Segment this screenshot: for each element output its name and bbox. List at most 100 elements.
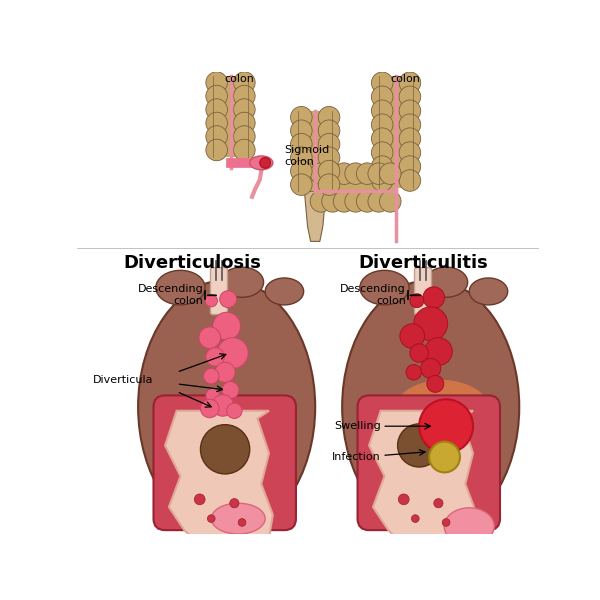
Ellipse shape (425, 267, 467, 298)
Circle shape (290, 133, 312, 155)
Ellipse shape (220, 267, 263, 298)
Circle shape (206, 72, 227, 94)
Text: Descending
colon: Descending colon (340, 284, 406, 306)
Circle shape (199, 327, 220, 349)
Circle shape (368, 163, 389, 184)
FancyBboxPatch shape (211, 268, 227, 314)
Circle shape (233, 85, 255, 107)
Circle shape (419, 399, 473, 453)
Circle shape (206, 85, 227, 107)
Circle shape (206, 99, 227, 121)
Circle shape (371, 114, 393, 136)
FancyBboxPatch shape (358, 395, 500, 530)
Circle shape (371, 72, 393, 94)
Circle shape (414, 307, 448, 341)
Circle shape (427, 376, 444, 392)
Circle shape (318, 160, 340, 182)
Circle shape (371, 142, 393, 163)
FancyBboxPatch shape (315, 173, 396, 202)
Circle shape (227, 403, 242, 419)
Circle shape (410, 344, 428, 362)
Circle shape (399, 72, 421, 94)
Circle shape (194, 494, 205, 505)
Circle shape (318, 133, 340, 155)
Circle shape (208, 515, 215, 523)
Circle shape (398, 494, 409, 505)
Circle shape (290, 106, 312, 128)
Text: colon: colon (391, 74, 420, 83)
FancyBboxPatch shape (415, 268, 431, 314)
Text: Diverticulosis: Diverticulosis (123, 254, 261, 272)
Circle shape (345, 163, 367, 184)
Circle shape (371, 170, 393, 191)
Circle shape (290, 160, 312, 182)
Circle shape (371, 86, 393, 107)
Circle shape (371, 100, 393, 122)
Circle shape (238, 518, 246, 526)
Circle shape (213, 312, 241, 340)
Circle shape (215, 362, 235, 382)
Circle shape (423, 287, 445, 308)
Polygon shape (304, 191, 326, 241)
Text: Swelling: Swelling (334, 421, 380, 431)
Text: colon: colon (225, 74, 254, 83)
Circle shape (233, 112, 255, 134)
Circle shape (333, 191, 355, 212)
Circle shape (290, 147, 312, 169)
Text: Diverticula: Diverticula (93, 375, 154, 385)
Circle shape (410, 294, 424, 308)
Circle shape (399, 100, 421, 122)
Circle shape (310, 191, 332, 212)
Circle shape (200, 425, 250, 474)
Ellipse shape (250, 156, 273, 170)
Ellipse shape (211, 503, 265, 534)
Circle shape (318, 120, 340, 142)
Circle shape (322, 163, 343, 184)
FancyBboxPatch shape (382, 76, 410, 187)
Ellipse shape (265, 278, 304, 305)
Ellipse shape (342, 280, 519, 534)
Circle shape (429, 442, 460, 472)
Circle shape (230, 499, 239, 508)
Circle shape (206, 347, 224, 366)
FancyBboxPatch shape (154, 395, 296, 530)
Circle shape (421, 358, 441, 379)
Circle shape (233, 139, 255, 161)
Text: Sigmoid
colon: Sigmoid colon (284, 145, 329, 167)
Circle shape (318, 174, 340, 196)
Text: Infection: Infection (332, 452, 380, 462)
FancyBboxPatch shape (217, 76, 244, 157)
Ellipse shape (138, 280, 315, 534)
Circle shape (399, 128, 421, 149)
Circle shape (206, 112, 227, 134)
Polygon shape (369, 411, 477, 538)
Text: Diverticulitis: Diverticulitis (358, 254, 488, 272)
Circle shape (379, 191, 401, 212)
Circle shape (442, 518, 450, 526)
Circle shape (371, 128, 393, 149)
Ellipse shape (360, 271, 409, 305)
FancyBboxPatch shape (301, 110, 329, 191)
Circle shape (333, 163, 355, 184)
Circle shape (222, 382, 239, 398)
Circle shape (206, 388, 220, 403)
Circle shape (322, 191, 343, 212)
Circle shape (310, 163, 332, 184)
Circle shape (356, 191, 378, 212)
Ellipse shape (444, 508, 494, 545)
Circle shape (233, 126, 255, 147)
Circle shape (379, 163, 401, 184)
Polygon shape (165, 411, 273, 538)
Circle shape (434, 499, 443, 508)
Circle shape (205, 295, 217, 307)
Ellipse shape (469, 278, 508, 305)
Circle shape (290, 174, 312, 196)
Circle shape (399, 142, 421, 163)
Circle shape (399, 170, 421, 191)
Circle shape (318, 106, 340, 128)
Circle shape (399, 156, 421, 178)
Circle shape (203, 368, 219, 384)
Circle shape (399, 86, 421, 107)
Circle shape (425, 338, 452, 365)
Circle shape (356, 163, 378, 184)
